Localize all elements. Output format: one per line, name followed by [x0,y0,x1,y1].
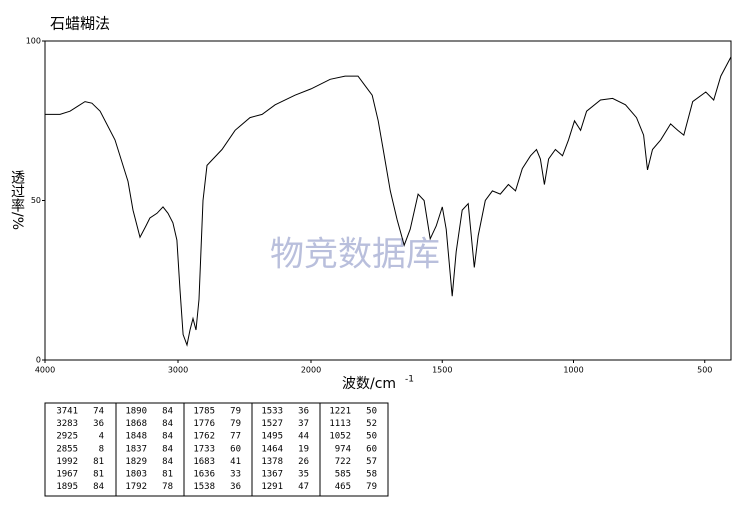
table-wavenumber: 1538 [193,482,215,492]
x-axis-label-sup: -1 [405,375,414,385]
table-transmittance: 84 [93,482,104,492]
table-transmittance: 74 [93,407,104,417]
table-transmittance: 47 [298,482,309,492]
y-tick-label: 50 [31,196,41,205]
x-axis-label: 波数/cm [342,376,396,392]
table-transmittance: 79 [230,419,241,429]
table-wavenumber: 2855 [56,444,78,454]
table-wavenumber: 1113 [329,419,351,429]
table-transmittance: 44 [298,432,309,442]
x-tick-label: 3000 [168,366,188,375]
table-transmittance: 26 [298,457,309,467]
table-transmittance: 36 [298,407,309,417]
table-transmittance: 84 [162,444,173,454]
table-transmittance: 84 [162,419,173,429]
table-transmittance: 84 [162,407,173,417]
table-wavenumber: 1527 [261,419,283,429]
table-wavenumber: 1367 [261,470,283,480]
table-transmittance: 8 [99,444,104,454]
table-wavenumber: 722 [335,457,351,467]
table-transmittance: 50 [366,432,377,442]
table-wavenumber: 1837 [125,444,147,454]
table-wavenumber: 1762 [193,432,215,442]
table-transmittance: 81 [162,470,173,480]
table-transmittance: 81 [93,457,104,467]
table-wavenumber: 1464 [261,444,283,454]
table-wavenumber: 1868 [125,419,147,429]
table-frame [44,402,389,497]
table-wavenumber: 1792 [125,482,147,492]
table-wavenumber: 1683 [193,457,215,467]
x-tick-label: 2000 [301,366,321,375]
table-transmittance: 4 [99,432,104,442]
table-wavenumber: 465 [335,482,351,492]
x-tick-label: 4000 [35,366,55,375]
table-transmittance: 60 [366,444,377,454]
table-wavenumber: 3283 [56,419,78,429]
watermark: 物竞数据库 [270,235,440,275]
table-wavenumber: 1495 [261,432,283,442]
table-transmittance: 36 [230,482,241,492]
table-transmittance: 81 [93,470,104,480]
table-wavenumber: 1733 [193,444,215,454]
table-wavenumber: 1829 [125,457,147,467]
table-transmittance: 79 [230,407,241,417]
table-transmittance: 41 [230,457,241,467]
table-transmittance: 60 [230,444,241,454]
table-transmittance: 35 [298,470,309,480]
table-transmittance: 33 [230,470,241,480]
table-transmittance: 50 [366,407,377,417]
x-tick-label: 1000 [563,366,583,375]
chart-title: 石蜡糊法 [50,15,110,33]
table-wavenumber: 1636 [193,470,215,480]
table-wavenumber: 1992 [56,457,78,467]
table-transmittance: 79 [366,482,377,492]
table-transmittance: 52 [366,419,377,429]
y-axis-label: 透过率/% [9,170,25,230]
table-transmittance: 84 [162,457,173,467]
table-transmittance: 19 [298,444,309,454]
table-wavenumber: 974 [335,444,351,454]
table-wavenumber: 1533 [261,407,283,417]
table-transmittance: 36 [93,419,104,429]
table-transmittance: 37 [298,419,309,429]
table-wavenumber: 1895 [56,482,78,492]
table-wavenumber: 1785 [193,407,215,417]
table-wavenumber: 1967 [56,470,78,480]
table-transmittance: 58 [366,470,377,480]
table-wavenumber: 1052 [329,432,351,442]
table-wavenumber: 585 [335,470,351,480]
table-transmittance: 84 [162,432,173,442]
table-wavenumber: 1776 [193,419,215,429]
x-tick-label: 1500 [432,366,452,375]
x-tick-label: 500 [697,366,712,375]
table-transmittance: 77 [230,432,241,442]
spectrum-line [45,56,732,347]
table-wavenumber: 1291 [261,482,283,492]
table-wavenumber: 2925 [56,432,78,442]
table-wavenumber: 1221 [329,407,351,417]
table-wavenumber: 3741 [56,407,78,417]
table-transmittance: 57 [366,457,377,467]
y-tick-label: 100 [26,37,41,46]
table-wavenumber: 1848 [125,432,147,442]
table-wavenumber: 1378 [261,457,283,467]
table-transmittance: 78 [162,482,173,492]
plot-frame [44,40,732,361]
table-wavenumber: 1803 [125,470,147,480]
table-wavenumber: 1890 [125,407,147,417]
y-tick-label: 0 [36,356,41,365]
